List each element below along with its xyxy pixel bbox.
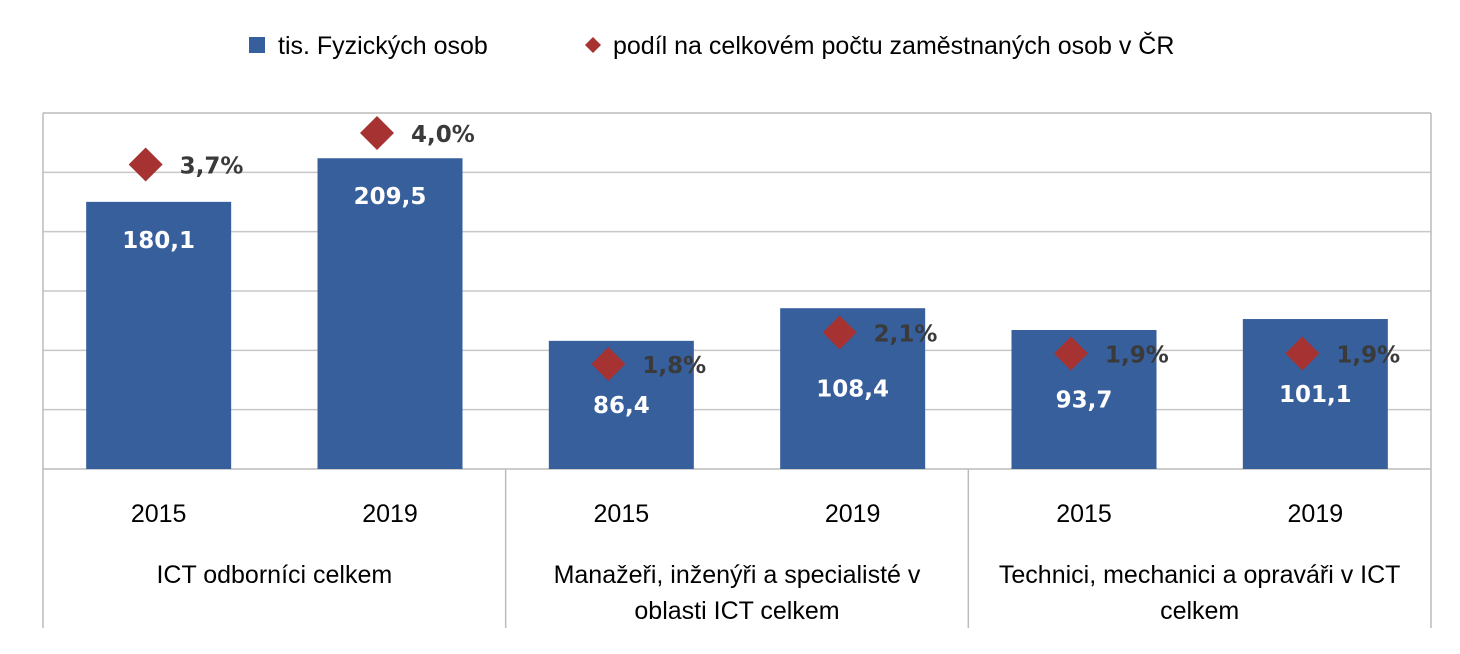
bar-value-label-0: 180,1 [122,228,195,254]
year-tick-label-1: 2019 [362,500,418,528]
legend: tis. Fyzických osob podíl na celkovém po… [249,31,1174,60]
share-value-label-3: 2,1% [874,322,938,348]
bars: 180,1 209,5 86,4 108,4 93,7 101,1 [86,158,1388,469]
gridlines [43,171,1431,411]
share-marker-0 [128,147,163,182]
bar-value-label-3: 108,4 [816,377,889,403]
share-marker-4 [1054,336,1088,371]
share-marker-2 [591,347,626,381]
share-marker-3 [822,315,857,350]
share-value-label-1: 4,0% [411,122,475,148]
bar-value-label-1: 209,5 [354,184,427,210]
group-label-1-line-0: Manažeři, inženýři a specialisté v [554,561,921,589]
legend-label-share: podíl na celkovém počtu zaměstnaných oso… [613,31,1174,60]
group-label-1-line-1: oblasti ICT celkem [634,597,839,625]
plot-frame [42,112,1432,628]
share-value-label-5: 1,9% [1336,343,1400,369]
bar-value-label-5: 101,1 [1279,382,1352,408]
share-marker-5 [1285,336,1320,371]
share-markers: 3,7% 4,0% 1,8% 2,1% 1,9% 1,9% [128,116,1400,381]
share-marker-1 [360,116,394,150]
legend-share-swatch [585,37,601,53]
bar-5 [1242,319,1388,469]
share-value-label-4: 1,9% [1105,343,1169,369]
bar-value-label-2: 86,4 [593,393,650,419]
share-value-label-0: 3,7% [180,154,244,180]
legend-bar-swatch [249,37,265,53]
group-label-0-line-0: ICT odborníci celkem [156,561,392,589]
year-tick-label-0: 2015 [131,500,187,528]
bar-value-label-4: 93,7 [1056,388,1113,414]
bar-0 [86,201,232,469]
group-label-2-line-1: celkem [1160,597,1239,625]
bar-1 [317,158,463,469]
legend-label-persons: tis. Fyzických osob [278,32,488,60]
x-axis: 2015 2019 2015 2019 2015 2019 ICT odborníci ce… [131,469,1401,628]
year-tick-label-3: 2019 [825,500,881,528]
share-value-label-2: 1,8% [642,353,706,379]
year-tick-label-4: 2015 [1056,500,1112,528]
group-label-2-line-0: Technici, mechanici a opraváři v ICT [999,561,1401,589]
year-tick-label-5: 2019 [1288,500,1344,528]
year-tick-label-2: 2015 [594,500,650,528]
